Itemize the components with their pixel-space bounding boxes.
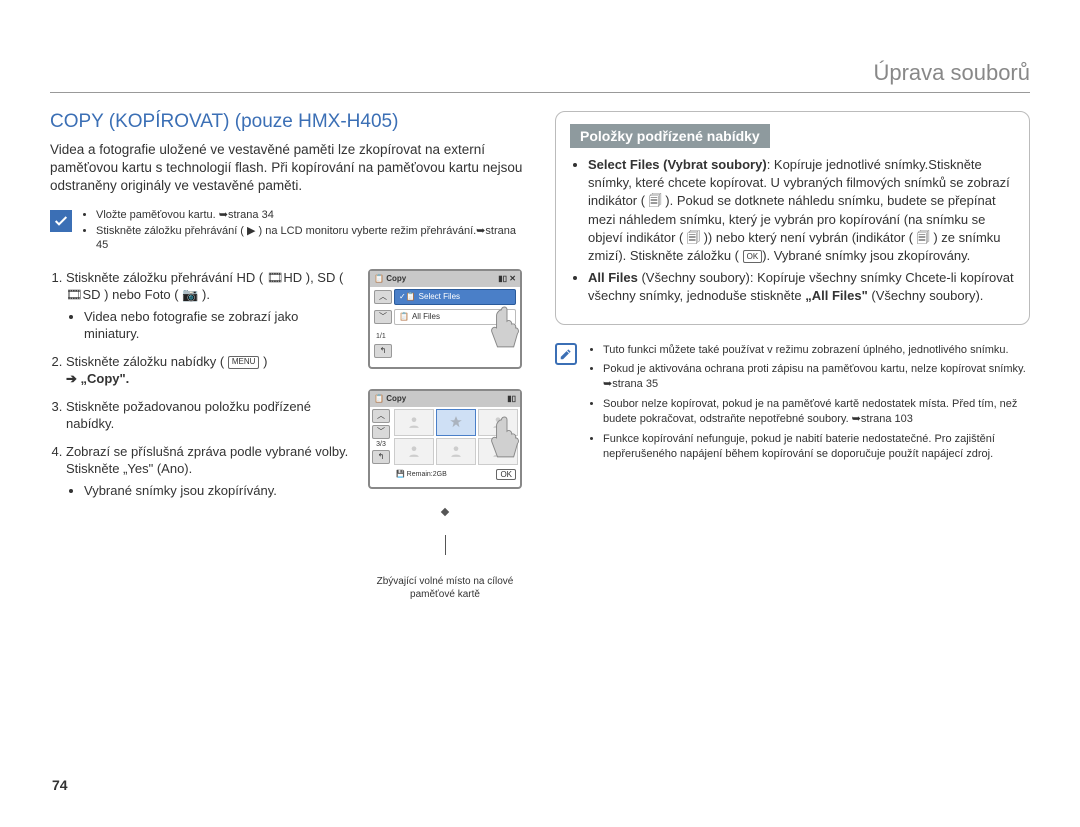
ok-inline-badge: OK: [743, 250, 763, 263]
submenu-header: Položky podřízené nabídky: [570, 124, 770, 148]
pager-2: 3/3: [372, 441, 390, 448]
intro-text: Videa a fotografie uložené ve vestavěné …: [50, 141, 525, 196]
battery-icon-2: ▮▯: [507, 394, 516, 403]
leader-line: [445, 535, 446, 555]
content-columns: COPY (KOPÍROVAT) (pouze HMX-H405) Videa …: [50, 111, 1030, 601]
step-4-sub: Vybrané snímky jsou zkopírívány.: [84, 482, 353, 500]
checkmark-icon: [50, 210, 72, 232]
screen2-title: 📋 Copy: [374, 394, 406, 403]
screen-illustrations: 📋 Copy ▮▯ ✕ ︿ ✓📋 Select Files ﹀ 📋 All Fi…: [365, 269, 525, 601]
screen-copy-menu: 📋 Copy ▮▯ ✕ ︿ ✓📋 Select Files ﹀ 📋 All Fi…: [368, 269, 522, 369]
battery-icon: ▮▯ ✕: [498, 274, 516, 283]
thumb: [394, 409, 434, 436]
down-button-2: ﹀: [372, 425, 390, 439]
note-4: Funkce kopírování nefunguje, pokud je na…: [603, 432, 1030, 462]
header-title: Úprava souborů: [873, 60, 1030, 85]
up-button: ︿: [374, 290, 392, 304]
screen-caption: Zbývající volné místo na cílové paměťové…: [365, 575, 525, 601]
submenu-all-files: All Files (Všechny soubory): Kopíruje vš…: [588, 269, 1015, 305]
step-2: Stiskněte záložku nabídky ( MENU ) ➔ „Co…: [66, 353, 353, 388]
select-files-item: ✓📋 Select Files: [394, 289, 516, 305]
page-header: Úprava souborů: [50, 60, 1030, 93]
page-number: 74: [52, 777, 68, 793]
back-button-2: ↰: [372, 450, 390, 464]
thumb-selected: [436, 409, 476, 436]
thumb: [436, 438, 476, 465]
up-button-2: ︿: [372, 409, 390, 423]
note-1: Tuto funkci můžete také používat v režim…: [603, 343, 1030, 358]
step-1-sub: Videa nebo fotografie se zobrazí jako mi…: [84, 308, 353, 343]
menu-badge: MENU: [228, 356, 260, 369]
pre-note-2: Stiskněte záložku přehrávání ( ▶ ) na LC…: [96, 224, 525, 253]
down-button: ﹀: [374, 310, 392, 324]
pencil-note-icon: [555, 343, 577, 365]
right-column: Položky podřízené nabídky Select Files (…: [555, 111, 1030, 601]
note-2: Pokud je aktivována ochrana proti zápisu…: [603, 362, 1030, 392]
leader-dot: [441, 507, 449, 515]
step-1: Stiskněte záložku přehrávání HD ( 🎞HD ),…: [66, 269, 353, 343]
thumb: [478, 409, 518, 436]
step-3: Stiskněte požadovanou položku podřízené …: [66, 398, 353, 433]
info-note: Tuto funkci můžete také používat v režim…: [555, 343, 1030, 467]
screen1-title: 📋 Copy: [374, 274, 406, 283]
pager-1: 1/1: [374, 333, 386, 340]
back-button: ↰: [374, 344, 392, 358]
note-3: Soubor nelze kopírovat, pokud je na pamě…: [603, 397, 1030, 427]
left-column: COPY (KOPÍROVAT) (pouze HMX-H405) Videa …: [50, 111, 525, 601]
thumb: [478, 438, 518, 465]
remain-label: 💾 Remain:2GB: [396, 470, 447, 478]
ok-badge: OK: [496, 469, 516, 480]
step-4: Zobrazí se příslušná zpráva podle vybran…: [66, 443, 353, 500]
section-title: COPY (KOPÍROVAT) (pouze HMX-H405): [50, 111, 525, 133]
steps-area: Stiskněte záložku přehrávání HD ( 🎞HD ),…: [50, 269, 525, 601]
thumb: [394, 438, 434, 465]
screen-thumbnails: 📋 Copy ▮▯ ︿ ﹀ 3/3 ↰: [368, 389, 522, 489]
all-files-item: 📋 All Files: [394, 309, 516, 325]
prerequisite-note: Vložte paměťovou kartu. ➥strana 34 Stisk…: [50, 208, 525, 255]
submenu-select-files: Select Files (Vybrat soubory): Kopíruje …: [588, 156, 1015, 265]
steps-list: Stiskněte záložku přehrávání HD ( 🎞HD ),…: [50, 269, 353, 510]
pre-note-1: Vložte paměťovou kartu. ➥strana 34: [96, 208, 525, 222]
submenu-box: Položky podřízené nabídky Select Files (…: [555, 111, 1030, 325]
